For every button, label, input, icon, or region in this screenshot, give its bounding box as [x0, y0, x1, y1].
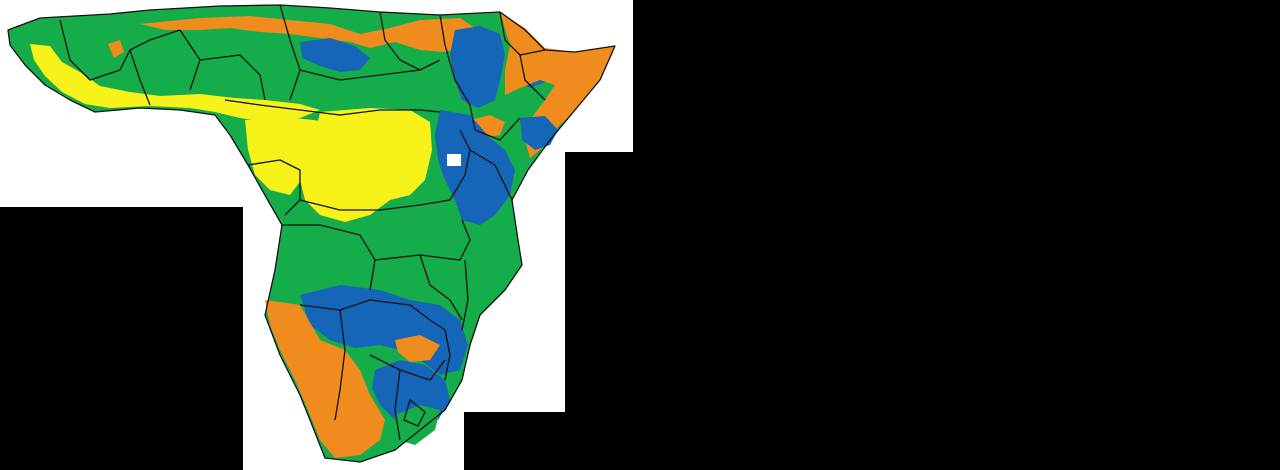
border-20 — [369, 354, 446, 381]
border-5 — [279, 4, 301, 101]
horn-of-africa — [500, 12, 615, 158]
border-27 — [403, 399, 426, 427]
border-10 — [299, 109, 441, 116]
border-24 — [499, 11, 546, 56]
sahel-north-band — [140, 16, 478, 52]
border-16 — [374, 219, 471, 261]
southern-orange-east — [395, 335, 440, 362]
gabon-congo — [245, 118, 330, 195]
border-18 — [299, 299, 431, 321]
lake-victoria-gap — [447, 154, 461, 166]
west-coast-strip — [30, 44, 320, 122]
border-17 — [419, 254, 463, 321]
west-orange-patch — [108, 40, 124, 58]
border-15 — [282, 224, 376, 291]
border-21 — [394, 369, 401, 441]
border-12 — [299, 199, 451, 211]
border-14 — [469, 149, 513, 201]
east-african-highlands — [435, 110, 515, 225]
border-11 — [247, 159, 301, 216]
border-23 — [461, 259, 469, 331]
coastline — [7, 4, 616, 463]
southern-west — [265, 300, 385, 458]
southern-east-coast — [395, 405, 440, 445]
border-3 — [129, 49, 151, 106]
country-borders — [7, 4, 616, 463]
northeast-highlands — [300, 38, 370, 72]
northeast-blue-2 — [450, 26, 505, 108]
border-6 — [299, 59, 441, 81]
border-1 — [59, 19, 181, 81]
border-25 — [519, 54, 546, 101]
border-9 — [474, 117, 521, 141]
border-8 — [439, 14, 476, 131]
border-22 — [429, 319, 451, 381]
classification-regions — [8, 5, 615, 462]
border-13 — [449, 129, 471, 201]
border-19 — [334, 309, 346, 421]
border-4 — [199, 54, 266, 101]
border-26 — [224, 99, 301, 111]
drc-core — [300, 108, 432, 222]
border-7 — [379, 11, 421, 71]
